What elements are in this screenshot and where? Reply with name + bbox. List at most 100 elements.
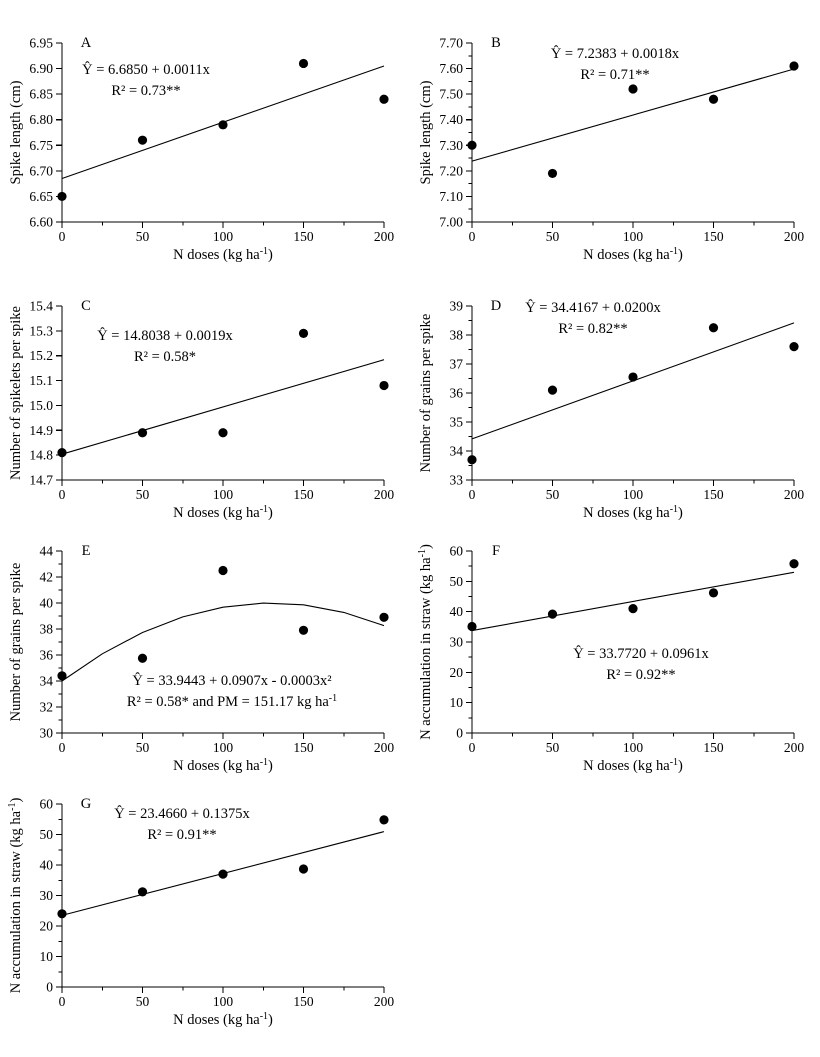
chart-c-svg: 14.7 14.8 14.9 15.0 15.1 15.2 15.3 15.4 0 50 100 15… <box>8 298 394 521</box>
chart-b-svg: 7.00 7.10 7.20 7.30 7.40 7.50 7.60 7.70 0 50 100 15… <box>418 35 805 263</box>
y-tick-label: 6.65 <box>29 189 53 204</box>
y-axis-title: Number of grains per spike <box>8 563 24 722</box>
x-axis-title: N doses (kg ha-1) <box>173 757 273 774</box>
data-point <box>789 61 799 71</box>
data-point <box>137 428 148 438</box>
panel-letter: B <box>491 35 501 51</box>
y-tick-label: 40 <box>40 596 54 611</box>
x-tick-label: 0 <box>59 229 66 244</box>
y-tick-label: 34 <box>40 674 54 689</box>
y-tick-label: 6.60 <box>29 215 53 230</box>
x-tick-label: 200 <box>784 740 805 755</box>
y-tick-label: 15.4 <box>29 299 53 314</box>
y-tick-label: 40 <box>40 858 54 873</box>
data-point <box>789 342 799 352</box>
equation-text: Ŷ = 6.6850 + 0.0011x <box>82 61 211 78</box>
y-tick-label: 6.90 <box>29 61 53 76</box>
r-squared-text: R² = 0.71** <box>580 67 649 83</box>
y-axis-title: N accumulation in straw (kg ha-1) <box>7 798 24 994</box>
x-tick-label: 100 <box>213 487 234 502</box>
y-tick-label: 50 <box>40 827 54 842</box>
x-tick-label: 200 <box>374 229 395 244</box>
data-point <box>379 94 389 104</box>
data-point <box>547 385 558 395</box>
x-axis-title: N doses (kg ha-1) <box>583 246 683 263</box>
y-tick-label: 37 <box>450 357 464 372</box>
data-point <box>137 135 148 145</box>
y-tick-label: 38 <box>450 328 464 343</box>
data-point <box>547 168 558 179</box>
x-tick-label: 150 <box>293 229 314 244</box>
y-tick-label: 6.95 <box>29 36 53 51</box>
y-tick-label: 20 <box>40 919 54 934</box>
panel-letter: E <box>82 543 91 559</box>
r-squared-text: R² = 0.73** <box>111 83 180 99</box>
r-squared-text: R² = 0.92** <box>606 667 675 683</box>
x-tick-label: 0 <box>59 994 66 1009</box>
data-point <box>789 559 799 569</box>
r-squared-text: R² = 0.82** <box>558 321 627 337</box>
y-tick-label: 6.70 <box>29 163 53 178</box>
data-point <box>379 612 389 622</box>
y-tick-label: 7.40 <box>439 112 463 127</box>
panel-b: 7.00 7.10 7.20 7.30 7.40 7.50 7.60 7.70 0 50 100 15… <box>410 10 820 278</box>
panel-letter: D <box>491 298 501 314</box>
x-tick-label: 100 <box>213 994 234 1009</box>
y-tick-label: 33 <box>450 473 464 488</box>
x-tick-label: 200 <box>374 740 395 755</box>
x-tick-label: 0 <box>59 740 66 755</box>
x-tick-label: 0 <box>469 740 476 755</box>
y-axis-title: N accumulation in straw (kg ha-1) <box>417 544 434 740</box>
data-point <box>57 671 67 681</box>
panel-f: 0 10 20 30 40 50 60 0 50 100 150 200 N doses (kg ha-… <box>410 531 820 781</box>
y-tick-label: 7.00 <box>439 215 463 230</box>
data-point <box>137 887 148 897</box>
data-point <box>298 625 309 635</box>
data-point <box>218 869 228 879</box>
x-tick-label: 0 <box>59 487 66 502</box>
panel-letter: C <box>81 298 91 314</box>
data-point <box>218 428 228 438</box>
y-tick-label: 7.10 <box>439 189 463 204</box>
data-point <box>218 120 228 130</box>
x-tick-label: 150 <box>703 229 724 244</box>
x-tick-label: 150 <box>703 487 724 502</box>
y-axis-title: Number of grains per spike <box>418 314 434 473</box>
equation-text: Ŷ = 33.7720 + 0.0961x <box>573 645 709 662</box>
equation-text: Ŷ = 14.8038 + 0.0019x <box>97 327 233 344</box>
y-tick-label: 10 <box>450 695 464 710</box>
y-tick-label: 20 <box>450 665 464 680</box>
y-tick-label: 30 <box>40 888 54 903</box>
y-tick-label: 7.30 <box>439 138 463 153</box>
y-axis-title: Number of spikelets per spike <box>8 306 24 480</box>
data-point <box>708 323 719 333</box>
data-point <box>628 372 638 382</box>
data-point <box>628 604 638 614</box>
y-tick-label: 30 <box>40 726 54 741</box>
y-tick-label: 6.80 <box>29 112 53 127</box>
y-tick-label: 7.20 <box>439 163 463 178</box>
y-tick-label: 32 <box>40 700 54 715</box>
y-tick-label: 30 <box>450 635 464 650</box>
y-tick-label: 6.85 <box>29 87 53 102</box>
data-point <box>57 448 67 458</box>
fit-line <box>471 571 795 632</box>
x-tick-label: 50 <box>136 487 150 502</box>
x-axis-title: N doses (kg ha-1) <box>173 1011 273 1028</box>
fit-line <box>61 602 385 682</box>
data-point <box>218 565 228 576</box>
data-point <box>467 140 477 150</box>
y-tick-label: 7.70 <box>439 36 463 51</box>
x-tick-label: 200 <box>784 229 805 244</box>
y-tick-label: 7.60 <box>439 61 463 76</box>
x-tick-label: 100 <box>213 740 234 755</box>
x-tick-label: 150 <box>703 740 724 755</box>
y-tick-label: 6.75 <box>29 138 53 153</box>
equation-text: Ŷ = 7.2383 + 0.0018x <box>551 45 680 62</box>
chart-e-svg: 30 32 34 36 38 40 42 44 0 50 100 150 200 N doses (kg … <box>8 543 395 774</box>
y-tick-label: 40 <box>450 604 464 619</box>
x-tick-label: 100 <box>623 487 644 502</box>
panel-letter: A <box>81 35 92 51</box>
x-tick-label: 0 <box>469 487 476 502</box>
